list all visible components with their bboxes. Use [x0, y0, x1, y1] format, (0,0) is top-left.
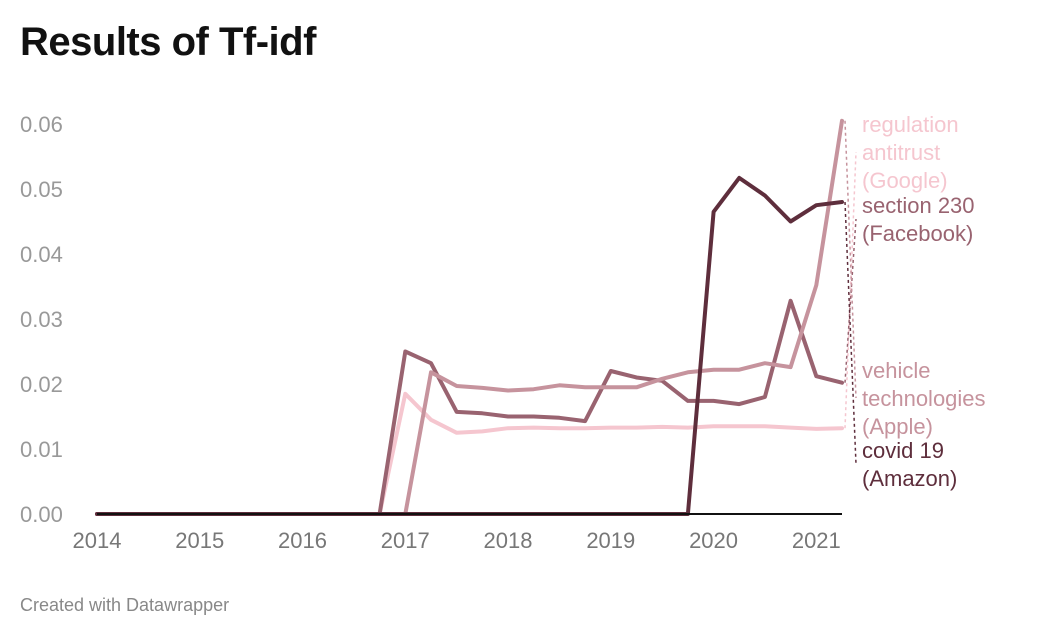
series-label-line: (Facebook)	[862, 221, 973, 246]
series-label-line: vehicle	[862, 358, 930, 383]
x-tick-label: 2019	[586, 528, 635, 553]
chart-title: Results of Tf-idf	[20, 20, 316, 64]
series-label-line: (Google)	[862, 168, 948, 193]
series-label-line: covid 19	[862, 438, 944, 463]
footer-credit: Created with Datawrapper	[20, 595, 230, 615]
series-label-line: regulation	[862, 112, 959, 137]
x-tick-label: 2015	[175, 528, 224, 553]
series-label-line: (Apple)	[862, 414, 933, 439]
label-connector	[844, 201, 857, 465]
series-lines	[95, 118, 844, 516]
x-tick-label: 2021	[792, 528, 841, 553]
x-tick-label: 2014	[73, 528, 122, 553]
y-tick-label: 0.01	[20, 437, 63, 462]
y-tick-label: 0.06	[20, 112, 63, 137]
x-tick-label: 2017	[381, 528, 430, 553]
series-label-line: technologies	[862, 386, 986, 411]
y-tick-label: 0.00	[20, 502, 63, 527]
series-line-0	[95, 391, 844, 516]
y-axis-ticks: 0.00 0.01 0.02 0.03 0.04 0.05 0.06	[20, 112, 63, 527]
series-label-line: (Amazon)	[862, 466, 957, 491]
y-tick-label: 0.02	[20, 372, 63, 397]
y-tick-label: 0.04	[20, 242, 63, 267]
y-tick-label: 0.03	[20, 307, 63, 332]
series-line-2	[95, 118, 844, 516]
y-tick-label: 0.05	[20, 177, 63, 202]
series-label-line: section 230	[862, 193, 975, 218]
x-tick-label: 2016	[278, 528, 327, 553]
series-line-3	[95, 175, 844, 516]
x-tick-label: 2020	[689, 528, 738, 553]
label-connector	[844, 120, 857, 399]
x-axis-ticks: 2014 2015 2016 2017 2018 2019 2020 2021	[73, 528, 841, 553]
series-label-line: antitrust	[862, 140, 940, 165]
x-tick-label: 2018	[484, 528, 533, 553]
series-labels: regulation antitrust (Google)section 230 (F…	[844, 112, 986, 491]
series-line-1	[95, 298, 844, 516]
